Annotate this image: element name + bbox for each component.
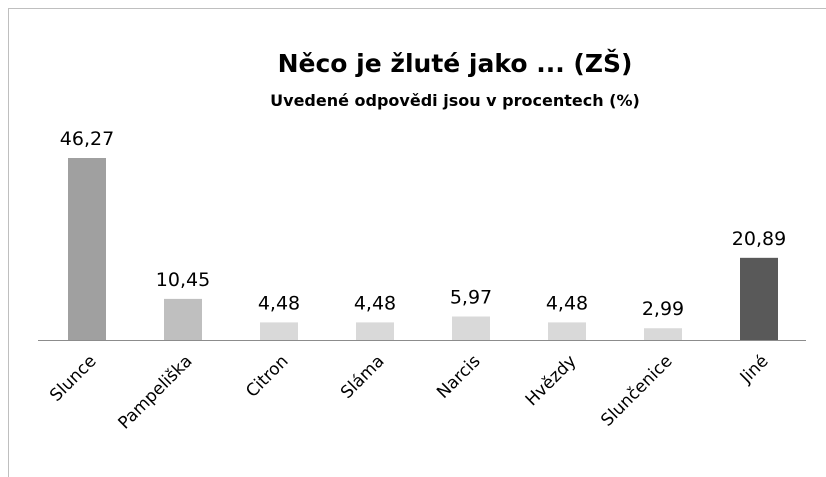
chart-subtitle: Uvedené odpovědi jsou v procentech (%) (270, 91, 640, 110)
bar (68, 158, 106, 340)
chart-frame (8, 8, 826, 477)
value-label: 20,89 (732, 228, 786, 250)
bar (548, 322, 586, 340)
value-label: 4,48 (258, 292, 300, 314)
bar (356, 322, 394, 340)
bar (164, 298, 202, 340)
value-label: 2,99 (642, 298, 684, 320)
bar (740, 257, 778, 340)
value-label: 10,45 (156, 269, 210, 291)
value-label: 5,97 (450, 287, 492, 309)
bar (644, 328, 682, 340)
bar (260, 322, 298, 340)
value-label: 46,27 (60, 128, 114, 150)
chart-title: Něco je žluté jako ... (ZŠ) (278, 48, 633, 78)
bar (452, 316, 490, 340)
value-label: 4,48 (354, 292, 396, 314)
value-label: 4,48 (546, 292, 588, 314)
